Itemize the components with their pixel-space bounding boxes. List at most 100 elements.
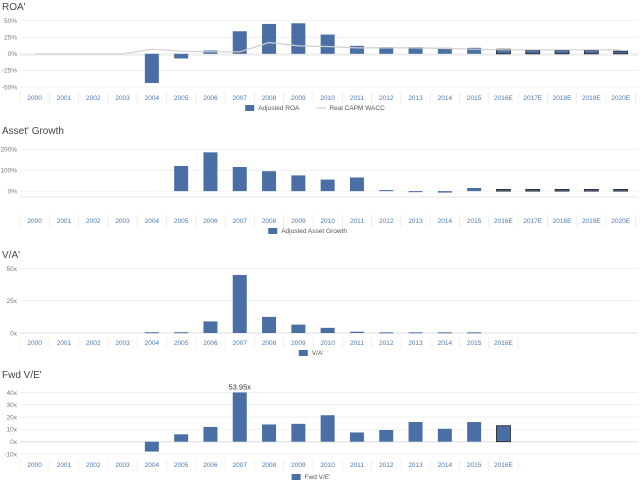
c0-legend-label-real-capm-wacc: Real CAPM WACC	[329, 105, 385, 112]
c0-ytick-label: -50%	[2, 84, 17, 91]
c0-xtick-label: 2017E	[523, 95, 542, 102]
c0-bar-2018e	[554, 50, 570, 55]
c0-legend-swatch-adjusted-roa	[245, 105, 255, 111]
c1-xtick-label: 2014	[438, 218, 453, 225]
c0-bar-2013	[408, 47, 423, 54]
c0-xtick-label: 2010	[320, 95, 335, 102]
c1-xtick-label: 2020E	[611, 218, 630, 225]
c1-xtick-label: 2012	[379, 218, 394, 225]
c0-xtick-label: 2019E	[582, 95, 601, 102]
c0-bar-2014	[437, 47, 452, 54]
c3-bar-2013	[408, 422, 423, 442]
c3-xtick-label: 2003	[115, 462, 130, 469]
c1-bar-2007	[232, 167, 247, 192]
c0-bar-2016e	[496, 48, 511, 55]
c0-bar-2009	[291, 23, 306, 54]
c2-bar-2009	[291, 324, 306, 333]
c1-ytick-label: 0%	[8, 188, 18, 195]
c3-ytick-label: 30x	[7, 402, 18, 409]
c1-xtick-label: 2016E	[494, 218, 513, 225]
c0-xtick-label: 2000	[27, 95, 42, 102]
c0-xtick-label: 2020E	[611, 95, 630, 102]
c3-legend-swatch-fwd-v-e	[291, 474, 301, 480]
c1-bar-2012	[379, 190, 394, 192]
c0-ytick-label: 25%	[4, 35, 17, 42]
c0-xtick-label: 2005	[174, 95, 189, 102]
c2-bar-2010	[320, 327, 335, 333]
c1-xtick-label: 2000	[27, 218, 42, 225]
c2-xtick-label: 2013	[408, 340, 423, 347]
c0-bar-2015	[467, 47, 482, 54]
c2-legend-label-v-a: V/A'	[312, 350, 324, 357]
c0-xtick-label: 2003	[115, 95, 130, 102]
c3-bar-2015	[467, 422, 482, 442]
c0-xtick-label: 2008	[262, 95, 277, 102]
c2-xtick-label: 2011	[350, 340, 364, 347]
c3-xtick-label: 2014	[438, 462, 453, 469]
c0-xtick-label: 2002	[86, 95, 101, 102]
c3-bar-2014	[437, 428, 452, 442]
c1-bar-2008	[262, 171, 277, 192]
c2-bar-2012	[379, 332, 394, 334]
c1-xtick-label: 2005	[174, 218, 189, 225]
c1-xtick-label: 2015	[467, 218, 482, 225]
c0-xtick-label: 2012	[379, 95, 394, 102]
c0-bar-2020e	[613, 50, 629, 55]
c1-xtick-label: 2018E	[553, 218, 572, 225]
c3-xtick-label: 2009	[291, 462, 306, 469]
c3-xtick-label: 2011	[350, 462, 364, 469]
c0-bar-2004	[144, 53, 159, 84]
c1-legend-label-adjusted-asset-growth: Adjusted Asset Growth	[281, 228, 347, 235]
c2-xtick-label: 2001	[57, 340, 72, 347]
c0-xtick-label: 2015	[467, 95, 482, 102]
c2-xtick-label: 2000	[27, 340, 42, 347]
c3-bar-2009	[291, 423, 306, 442]
c2-bar-2014	[437, 332, 452, 334]
c3-legend-label-fwd-v-e: Fwd V/E'	[305, 474, 331, 481]
c2-ytick-label: 0x	[10, 330, 18, 337]
c2-xtick-label: 2008	[262, 340, 277, 347]
c1-xtick-label: 2009	[291, 218, 306, 225]
c3-xtick-label: 2013	[408, 462, 423, 469]
c0-xtick-label: 2013	[408, 95, 423, 102]
c0-xtick-label: 2009	[291, 95, 306, 102]
c3-xtick-label: 2000	[27, 462, 42, 469]
c0-bar-2010	[320, 34, 335, 54]
c2-xtick-label: 2005	[174, 340, 189, 347]
c0-xtick-label: 2007	[233, 95, 248, 102]
c1-legend-swatch-adjusted-asset-growth	[268, 228, 278, 234]
c1-xtick-label: 2003	[115, 218, 130, 225]
c3-xtick-label: 2008	[262, 462, 277, 469]
c3-bar-2006	[203, 426, 218, 442]
c0-xtick-label: 2004	[145, 95, 160, 102]
c0-bar-2011	[349, 45, 364, 54]
c2-bar-2007	[232, 275, 247, 333]
c2-bar-2006	[203, 321, 218, 333]
c3-bar-2012	[379, 430, 394, 442]
c1-bar-2010	[320, 179, 335, 192]
c2-ytick-label: 50x	[7, 266, 18, 273]
c3-ytick-label: 0x	[10, 439, 18, 446]
c3-xtick-label: 2006	[203, 462, 218, 469]
c1-bar-2009	[291, 175, 306, 192]
c1-bar-2013	[408, 191, 423, 193]
c3-ytick-label: 40x	[7, 390, 18, 397]
c1-xtick-label: 2013	[408, 218, 423, 225]
c0-bar-2005	[174, 53, 189, 59]
c3-ytick-label: 20x	[7, 414, 18, 421]
c0-ytick-label: -25%	[2, 68, 17, 75]
c2-bar-2011	[349, 331, 364, 333]
c1-xtick-label: 2004	[145, 218, 160, 225]
c1-xtick-label: 2017E	[523, 218, 542, 225]
c3-bar-2007	[232, 392, 247, 442]
c1-xtick-label: 2008	[262, 218, 277, 225]
c3-ytick-label: 10x	[7, 427, 18, 434]
c3-xtick-label: 2004	[145, 462, 160, 469]
c3-xtick-label: 2007	[233, 462, 248, 469]
c0-bar-2008	[262, 23, 277, 54]
c2-xtick-label: 2003	[115, 340, 130, 347]
c2-xtick-label: 2002	[86, 340, 101, 347]
c3-xtick-label: 2012	[379, 462, 394, 469]
c1-xtick-label: 2011	[350, 218, 364, 225]
c2-bar-2015	[467, 332, 482, 334]
